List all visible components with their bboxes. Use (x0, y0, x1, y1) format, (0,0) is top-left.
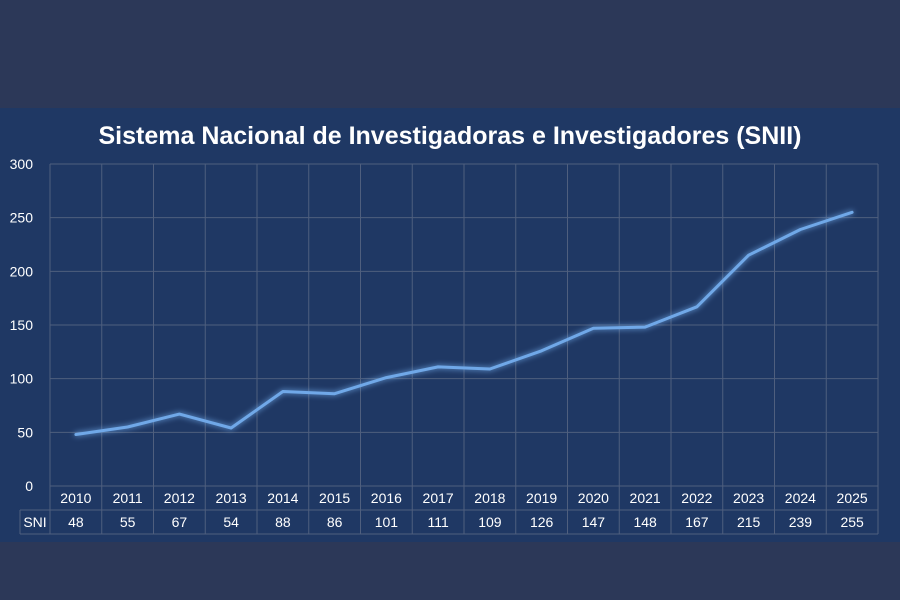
chart-title: Sistema Nacional de Investigadoras e Inv… (98, 122, 802, 150)
y-tick-label: 150 (10, 317, 34, 333)
y-tick-label: 100 (10, 371, 34, 387)
x-tick-label: 2017 (423, 490, 454, 506)
x-tick-label: 2015 (319, 490, 350, 506)
data-table-value: 86 (327, 514, 343, 530)
y-tick-label: 50 (17, 424, 33, 440)
x-tick-label: 2013 (216, 490, 247, 506)
x-tick-label: 2010 (60, 490, 91, 506)
data-table-value: 239 (789, 514, 813, 530)
x-tick-label: 2020 (578, 490, 609, 506)
series-name-label: SNI (23, 514, 46, 530)
data-table-value: 88 (275, 514, 291, 530)
x-tick-label: 2024 (785, 490, 816, 506)
x-tick-label: 2012 (164, 490, 195, 506)
chart-panel: Sistema Nacional de Investigadoras e Inv… (0, 108, 900, 542)
data-table-value: 48 (68, 514, 84, 530)
x-tick-label: 2011 (113, 490, 143, 506)
data-table-value: 167 (685, 514, 709, 530)
data-table-value: 126 (530, 514, 554, 530)
data-table-value: 147 (582, 514, 606, 530)
x-tick-label: 2022 (681, 490, 712, 506)
series-line-sni (74, 210, 854, 436)
y-tick-label: 250 (10, 210, 34, 226)
data-table-value: 101 (375, 514, 399, 530)
x-tick-label: 2025 (837, 490, 868, 506)
x-tick-label: 2018 (474, 490, 505, 506)
data-table-value: 148 (633, 514, 657, 530)
data-table-value: 55 (120, 514, 136, 530)
line-chart: 0 50 100 150 200 250 300 2010 48 2011 55 2012 67 201… (10, 156, 879, 535)
data-table-value: 215 (737, 514, 761, 530)
data-table-value: 255 (840, 514, 864, 530)
y-tick-label: 300 (10, 156, 34, 172)
x-tick-label: 2021 (630, 490, 661, 506)
data-table-value: 109 (478, 514, 502, 530)
data-table-value: 67 (172, 514, 188, 530)
y-tick-label: 200 (10, 263, 34, 279)
data-table-value: 54 (223, 514, 239, 530)
y-tick-label: 0 (25, 478, 33, 494)
x-tick-label: 2019 (526, 490, 557, 506)
x-tick-label: 2014 (267, 490, 298, 506)
data-table-value: 111 (427, 514, 448, 530)
x-tick-label: 2023 (733, 490, 764, 506)
x-tick-label: 2016 (371, 490, 402, 506)
